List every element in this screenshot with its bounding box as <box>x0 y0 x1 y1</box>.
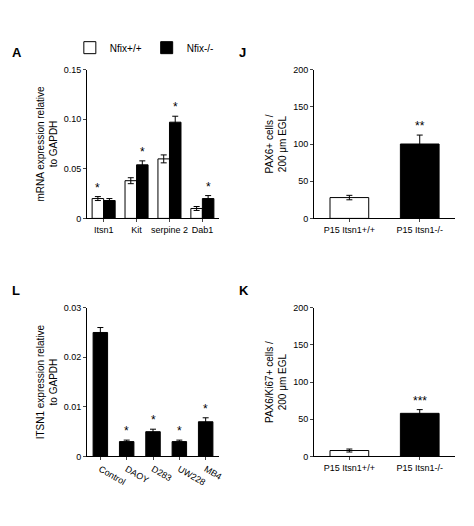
svg-text:PAX6/Ki67+ cells /200 μm EGL: PAX6/Ki67+ cells /200 μm EGL <box>264 341 288 423</box>
svg-text:P15 Itsn1-/-: P15 Itsn1-/- <box>396 463 443 473</box>
svg-text:Itsn1: Itsn1 <box>94 225 114 235</box>
svg-text:50: 50 <box>298 414 308 424</box>
svg-text:0.10: 0.10 <box>64 114 82 124</box>
svg-text:**: ** <box>415 119 425 133</box>
svg-text:*: * <box>95 181 100 195</box>
svg-text:*: * <box>177 424 182 438</box>
svg-text:L: L <box>12 283 20 298</box>
svg-text:***: *** <box>413 394 427 408</box>
svg-text:Kit: Kit <box>131 225 142 235</box>
svg-text:J: J <box>239 45 246 60</box>
svg-text:*: * <box>151 413 156 427</box>
svg-text:0.01: 0.01 <box>64 402 82 412</box>
svg-text:MB4: MB4 <box>202 464 223 482</box>
svg-text:*: * <box>124 424 129 438</box>
svg-text:150: 150 <box>293 102 308 112</box>
svg-text:mRNA expression relativeto GAP: mRNA expression relativeto GAPDH <box>35 86 59 201</box>
svg-text:*: * <box>140 145 145 159</box>
svg-text:serpine 2: serpine 2 <box>151 225 188 235</box>
svg-text:Dab1: Dab1 <box>192 225 214 235</box>
svg-text:K: K <box>239 283 249 298</box>
svg-text:Control: Control <box>97 464 127 487</box>
svg-text:DAOY: DAOY <box>123 464 150 485</box>
svg-text:UW228: UW228 <box>176 464 207 488</box>
svg-text:0.05: 0.05 <box>64 164 82 174</box>
svg-text:100: 100 <box>293 377 308 387</box>
svg-text:200: 200 <box>293 65 308 75</box>
svg-text:0: 0 <box>303 452 308 462</box>
svg-text:200: 200 <box>293 303 308 313</box>
svg-text:Nfix-/-: Nfix-/- <box>187 43 214 54</box>
svg-text:P15 Itsn1+/+: P15 Itsn1+/+ <box>324 225 375 235</box>
svg-text:P15 Itsn1-/-: P15 Itsn1-/- <box>396 225 443 235</box>
svg-text:P15 Itsn1+/+: P15 Itsn1+/+ <box>324 463 375 473</box>
svg-text:*: * <box>206 180 211 194</box>
svg-text:0: 0 <box>76 214 81 224</box>
svg-text:*: * <box>203 402 208 416</box>
svg-text:0: 0 <box>76 452 81 462</box>
svg-text:150: 150 <box>293 340 308 350</box>
svg-text:D283: D283 <box>150 464 174 483</box>
svg-text:100: 100 <box>293 139 308 149</box>
svg-text:*: * <box>173 100 178 114</box>
svg-text:0.02: 0.02 <box>64 352 82 362</box>
svg-text:A: A <box>12 45 22 60</box>
svg-text:0: 0 <box>303 214 308 224</box>
svg-text:50: 50 <box>298 176 308 186</box>
svg-text:ITSN1 expression relativeto GA: ITSN1 expression relativeto GAPDH <box>35 324 59 439</box>
svg-text:0.03: 0.03 <box>64 303 82 313</box>
svg-text:PAX6+ cells /200 μm EGL: PAX6+ cells /200 μm EGL <box>264 114 288 173</box>
svg-text:0.15: 0.15 <box>64 65 82 75</box>
svg-text:Nfix+/+: Nfix+/+ <box>110 43 142 54</box>
